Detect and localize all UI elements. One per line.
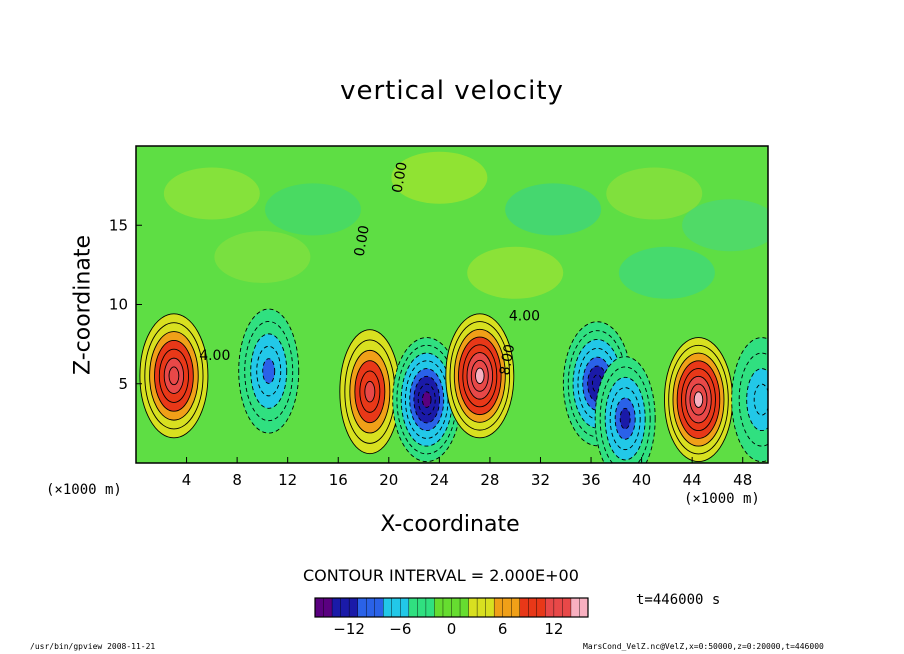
colorbar-swatch <box>476 597 487 618</box>
colorbar-swatch <box>400 597 410 618</box>
x-axis-unit: (×1000 m) <box>684 491 760 507</box>
velocity-field: 4.00 4.00 8.00 0.00 0.00 <box>139 151 768 463</box>
background-patch <box>682 199 768 252</box>
x-tick-label: 44 <box>683 471 702 489</box>
colorbar-swatch <box>562 597 572 618</box>
background-patch <box>264 183 361 236</box>
contour-level <box>753 383 768 416</box>
y-tick-label: 10 <box>109 296 128 314</box>
colorbar-swatch <box>383 597 393 618</box>
background-patch <box>163 167 260 220</box>
updraft-cell <box>139 313 209 439</box>
colorbar-swatch <box>519 597 529 618</box>
x-tick-label: 20 <box>379 471 398 489</box>
colorbar-swatch <box>511 597 521 618</box>
x-tick-label: 48 <box>733 471 752 489</box>
colorbar-frame <box>314 597 589 618</box>
contour-level <box>364 380 376 403</box>
x-tick-label: 16 <box>329 471 348 489</box>
colorbar-swatch <box>348 597 359 618</box>
colorbar-tick-label: −12 <box>333 620 365 638</box>
downdraft-cell <box>392 337 462 463</box>
colorbar-swatch <box>314 597 325 618</box>
y-tick-label: 5 <box>118 375 128 393</box>
background-patch <box>606 167 703 220</box>
colorbar-swatch <box>553 597 563 618</box>
contour-level <box>168 366 180 386</box>
updraft-cell <box>664 337 733 463</box>
x-tick-label: 36 <box>581 471 600 489</box>
contour-level <box>693 391 704 408</box>
colorbar-swatch <box>468 597 478 618</box>
x-tick-label: 24 <box>430 471 449 489</box>
colorbar-swatch <box>545 597 555 618</box>
colorbar-swatch <box>493 597 504 618</box>
chart-title: vertical velocity <box>340 76 564 106</box>
colorbar-swatch <box>451 597 461 618</box>
x-tick-label: 8 <box>232 471 242 489</box>
contour-label: 8.00 <box>497 343 518 376</box>
colorbar-swatch <box>579 597 589 618</box>
background-patch <box>391 151 488 204</box>
colorbar-swatch <box>459 597 470 618</box>
colorbar-tick-label: −6 <box>389 620 411 638</box>
background-patch <box>505 183 602 236</box>
y-tick-label: 15 <box>109 216 128 234</box>
colorbar-swatch <box>528 597 538 618</box>
contour-level <box>262 358 276 384</box>
contour-label: 4.00 <box>199 348 230 364</box>
colorbar-tick-label: 0 <box>447 620 457 638</box>
x-axis-label: X-coordinate <box>380 512 520 537</box>
colorbar-swatch <box>323 597 333 618</box>
colorbar-tick-label: 6 <box>498 620 508 638</box>
x-tick-label: 28 <box>480 471 499 489</box>
contour-label: 4.00 <box>509 308 540 324</box>
background-patch <box>214 230 311 283</box>
contour-interval-label: CONTOUR INTERVAL = 2.000E+00 <box>303 566 579 585</box>
x-tick-label: 12 <box>278 471 297 489</box>
colorbar-swatch <box>434 597 444 618</box>
colorbar-swatch <box>357 597 367 618</box>
x-tick-label: 4 <box>182 471 192 489</box>
contour-level <box>619 407 631 430</box>
colorbar-swatch <box>374 597 384 618</box>
colorbar-swatch <box>425 597 435 618</box>
contour-level <box>421 391 432 408</box>
background-patch <box>467 246 564 299</box>
x-tick-label: 32 <box>531 471 550 489</box>
x-tick-label: 40 <box>632 471 651 489</box>
colorbar-swatch <box>536 597 546 618</box>
contour-label: 0.00 <box>390 161 411 194</box>
colorbar-swatch <box>485 597 495 618</box>
downdraft-cell <box>731 337 768 463</box>
colorbar-swatch <box>408 597 418 618</box>
colorbar-swatch <box>417 597 427 618</box>
updraft-cell <box>445 313 515 439</box>
colorbar-swatch <box>340 597 350 618</box>
colorbar-swatch <box>391 597 401 618</box>
updraft-cell <box>339 329 401 455</box>
colorbar-swatch <box>365 597 376 618</box>
y-axis-unit: (×1000 m) <box>46 482 122 498</box>
colorbar-tick-label: 12 <box>544 620 563 638</box>
colorbar-swatch <box>570 597 580 618</box>
downdraft-cell <box>238 308 300 434</box>
background-patch <box>618 246 715 299</box>
colorbar-swatch <box>442 597 453 618</box>
colorbar: −12 −6 0 6 12 <box>314 597 589 638</box>
downdraft-cell <box>594 356 656 463</box>
contour-level <box>475 367 485 385</box>
contour-label: 0.00 <box>352 224 373 257</box>
time-label: t=446000 s <box>636 592 721 608</box>
colorbar-swatch <box>502 597 512 618</box>
footer-right: MarsCond_VelZ.nc@VelZ,x=0:50000,z=0:2000… <box>583 642 824 651</box>
footer-left: /usr/bin/gpview 2008-11-21 <box>30 642 156 651</box>
colorbar-swatch <box>331 597 342 618</box>
